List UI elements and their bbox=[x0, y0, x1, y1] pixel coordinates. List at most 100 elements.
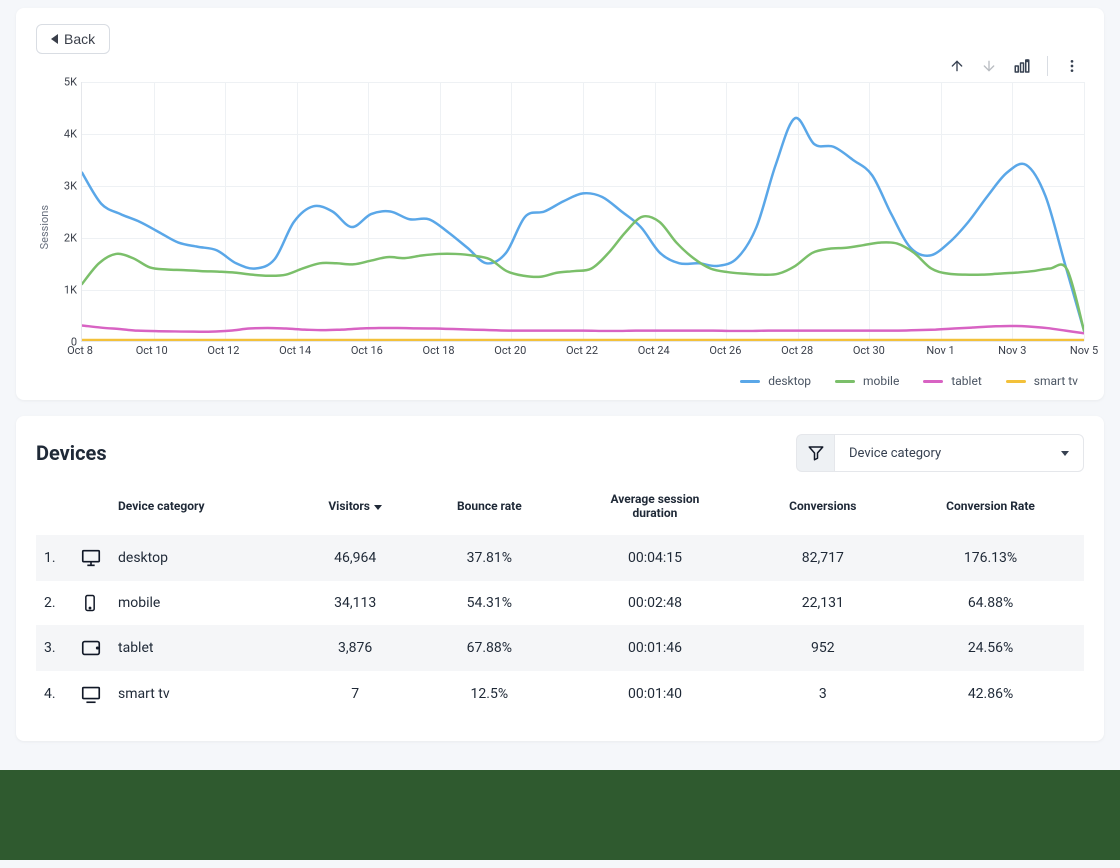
x-tick: Oct 26 bbox=[709, 344, 741, 357]
devices-title: Devices bbox=[36, 441, 107, 465]
chart-legend: desktop mobile tablet smart tv bbox=[36, 362, 1084, 388]
arrow-up-icon[interactable] bbox=[949, 58, 965, 74]
sort-desc-icon bbox=[374, 505, 382, 510]
col-visitors[interactable]: Visitors bbox=[293, 482, 417, 535]
row-index: 3. bbox=[36, 625, 72, 671]
filter-select[interactable]: Device category bbox=[834, 434, 1084, 472]
series-desktop bbox=[82, 118, 1084, 331]
filter-select-label: Device category bbox=[849, 446, 941, 461]
y-tick: 3K bbox=[64, 180, 77, 193]
row-index: 1. bbox=[36, 535, 72, 581]
col-rate[interactable]: Conversion Rate bbox=[897, 482, 1084, 535]
row-duration: 00:01:40 bbox=[561, 671, 748, 717]
table-header-row: Device category Visitors Bounce rate Ave… bbox=[36, 482, 1084, 535]
more-vertical-icon[interactable] bbox=[1064, 58, 1080, 74]
chevron-down-icon bbox=[1061, 451, 1069, 456]
chart-toolbar bbox=[949, 56, 1080, 76]
chart-plot-area bbox=[81, 82, 1084, 342]
row-category: smart tv bbox=[110, 671, 293, 717]
mobile-icon bbox=[72, 581, 110, 625]
toolbar-divider bbox=[1047, 56, 1048, 76]
tablet-icon bbox=[72, 625, 110, 671]
legend-item-desktop[interactable]: desktop bbox=[740, 374, 811, 388]
row-visitors: 46,964 bbox=[293, 535, 417, 581]
x-tick: Oct 12 bbox=[207, 344, 239, 357]
col-index bbox=[36, 482, 72, 535]
y-tick: 2K bbox=[64, 232, 77, 245]
y-tick: 1K bbox=[64, 284, 77, 297]
chart-lines bbox=[82, 82, 1084, 341]
row-bounce: 67.88% bbox=[417, 625, 561, 671]
legend-label: desktop bbox=[768, 374, 811, 388]
legend-swatch bbox=[1006, 380, 1026, 383]
table-row[interactable]: 2.mobile34,11354.31%00:02:4822,13164.88% bbox=[36, 581, 1084, 625]
filter-icon[interactable] bbox=[796, 434, 834, 472]
row-index: 2. bbox=[36, 581, 72, 625]
legend-label: tablet bbox=[951, 374, 981, 388]
row-bounce: 12.5% bbox=[417, 671, 561, 717]
footer-band bbox=[0, 770, 1120, 860]
row-conversions: 3 bbox=[749, 671, 898, 717]
row-duration: 00:04:15 bbox=[561, 535, 748, 581]
x-tick: Nov 3 bbox=[998, 344, 1026, 357]
desktop-icon bbox=[72, 535, 110, 581]
col-bounce[interactable]: Bounce rate bbox=[417, 482, 561, 535]
legend-item-mobile[interactable]: mobile bbox=[835, 374, 899, 388]
x-tick: Oct 30 bbox=[853, 344, 885, 357]
row-rate: 24.56% bbox=[897, 625, 1084, 671]
row-conversions: 22,131 bbox=[749, 581, 898, 625]
row-duration: 00:02:48 bbox=[561, 581, 748, 625]
row-rate: 42.86% bbox=[897, 671, 1084, 717]
x-tick: Oct 10 bbox=[136, 344, 168, 357]
y-axis: 01K2K3K4K5K bbox=[53, 82, 81, 342]
smarttv-icon bbox=[72, 671, 110, 717]
y-tick: 4K bbox=[64, 128, 77, 141]
back-label: Back bbox=[64, 31, 95, 47]
legend-item-smart tv[interactable]: smart tv bbox=[1006, 374, 1078, 388]
legend-swatch bbox=[740, 380, 760, 383]
x-tick: Oct 14 bbox=[279, 344, 311, 357]
x-tick: Nov 5 bbox=[1070, 344, 1098, 357]
series-mobile bbox=[82, 216, 1084, 330]
col-category[interactable]: Device category bbox=[110, 482, 293, 535]
row-category: desktop bbox=[110, 535, 293, 581]
col-conversions[interactable]: Conversions bbox=[749, 482, 898, 535]
col-icon bbox=[72, 482, 110, 535]
sessions-chart: Sessions 01K2K3K4K5K Oct 8Oct 10Oct 12Oc… bbox=[36, 82, 1084, 388]
y-axis-title: Sessions bbox=[36, 175, 53, 249]
chart-panel: Back Sessions 01K2K3K4K5K bbox=[16, 8, 1104, 400]
x-tick: Oct 22 bbox=[566, 344, 598, 357]
table-row[interactable]: 3.tablet3,87667.88%00:01:4695224.56% bbox=[36, 625, 1084, 671]
x-tick: Oct 8 bbox=[67, 344, 93, 357]
bar-chart-icon[interactable] bbox=[1013, 57, 1031, 75]
series-tablet bbox=[82, 325, 1084, 333]
row-category: tablet bbox=[110, 625, 293, 671]
row-visitors: 34,113 bbox=[293, 581, 417, 625]
legend-label: smart tv bbox=[1034, 374, 1078, 388]
table-row[interactable]: 1.desktop46,96437.81%00:04:1582,717176.1… bbox=[36, 535, 1084, 581]
row-conversions: 82,717 bbox=[749, 535, 898, 581]
devices-table: Device category Visitors Bounce rate Ave… bbox=[36, 482, 1084, 717]
row-visitors: 7 bbox=[293, 671, 417, 717]
x-axis: Oct 8Oct 10Oct 12Oct 14Oct 16Oct 18Oct 2… bbox=[80, 342, 1084, 362]
back-icon bbox=[51, 34, 58, 44]
row-conversions: 952 bbox=[749, 625, 898, 671]
back-button[interactable]: Back bbox=[36, 24, 110, 54]
legend-swatch bbox=[923, 380, 943, 383]
x-tick: Oct 28 bbox=[781, 344, 813, 357]
filter-group: Device category bbox=[796, 434, 1084, 472]
y-tick: 5K bbox=[64, 76, 77, 89]
row-index: 4. bbox=[36, 671, 72, 717]
table-row[interactable]: 4. smart tv712.5%00:01:40342.86% bbox=[36, 671, 1084, 717]
legend-swatch bbox=[835, 380, 855, 383]
legend-item-tablet[interactable]: tablet bbox=[923, 374, 981, 388]
col-duration[interactable]: Average sessionduration bbox=[561, 482, 748, 535]
x-tick: Oct 20 bbox=[494, 344, 526, 357]
legend-label: mobile bbox=[863, 374, 899, 388]
arrow-down-icon[interactable] bbox=[981, 58, 997, 74]
x-tick: Oct 18 bbox=[423, 344, 455, 357]
x-tick: Oct 24 bbox=[638, 344, 670, 357]
row-duration: 00:01:46 bbox=[561, 625, 748, 671]
gridline-v bbox=[1084, 82, 1085, 341]
x-tick: Nov 1 bbox=[926, 344, 954, 357]
